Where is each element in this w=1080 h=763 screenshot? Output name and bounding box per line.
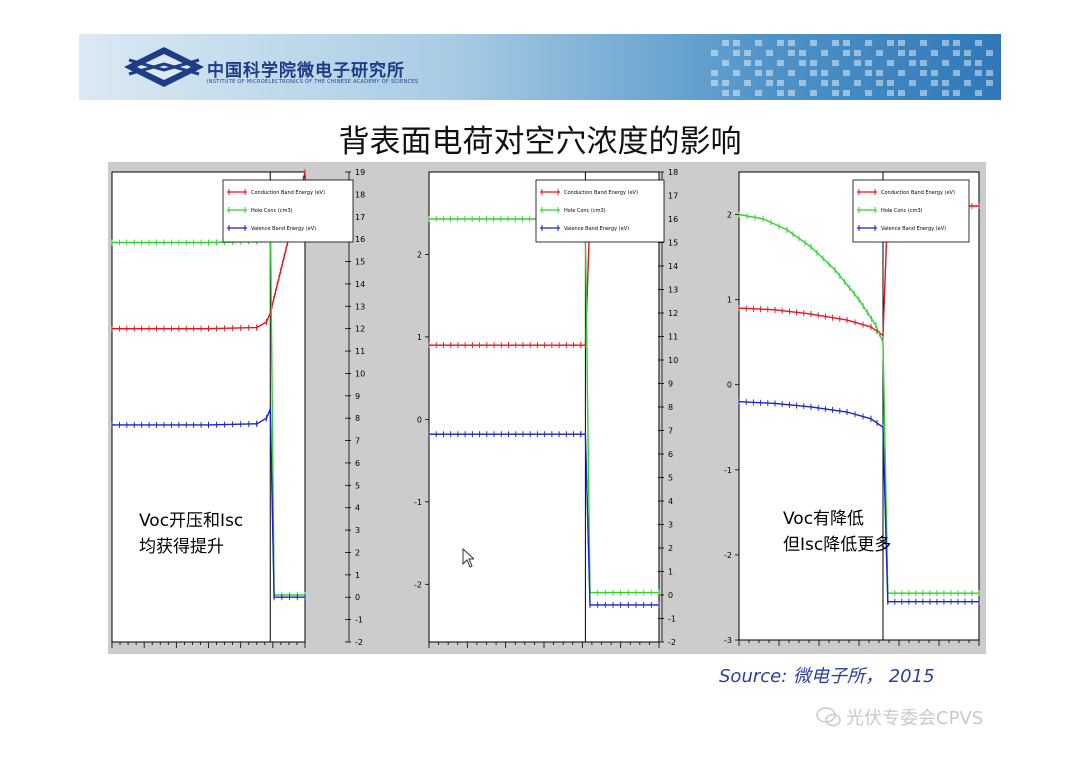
legend-label: Hole Conc (cm3): [564, 208, 606, 214]
right-tick-label: 13: [668, 286, 678, 295]
right-tick-label: 7: [668, 427, 673, 436]
left-tick-label: 2: [417, 250, 422, 259]
right-tick-label: 10: [355, 369, 365, 378]
right-tick-label: -1: [355, 616, 363, 625]
right-tick-label: 6: [355, 459, 360, 468]
org-name-en: INSTITUTE OF MICROELECTRONICS OF THE CHI…: [207, 79, 419, 85]
chart-panel-2: -2 -1 0 1 2 -2 -1 0 1 2 3 4 5 6 7 8 9 10 11 12 13 14 15 16 17 18 C…: [382, 162, 686, 654]
left-tick-label: -1: [724, 466, 732, 475]
right-tick-label: 19: [355, 168, 365, 177]
right-tick-label: 9: [668, 380, 673, 389]
right-tick-label: 7: [355, 437, 360, 446]
legend: Conduction Band Energy (eV) Hole Conc (cm…: [535, 179, 665, 243]
note-left: Voc开压和Isc 均获得提升: [139, 511, 244, 557]
left-tick-label: -2: [414, 580, 422, 589]
right-tick-label: 5: [355, 481, 360, 490]
right-tick-label: 1: [668, 568, 673, 577]
plot-area: [739, 172, 979, 640]
right-tick-label: 2: [355, 548, 360, 557]
right-tick-label: 11: [355, 347, 365, 356]
right-tick-label: 4: [668, 497, 673, 506]
left-tick-label: 1: [727, 296, 732, 305]
right-tick-label: 14: [668, 262, 678, 271]
right-tick-label: 0: [668, 591, 673, 600]
right-tick-label: 4: [355, 504, 360, 513]
series-line-2: [738, 213, 979, 594]
legend-box: [535, 179, 665, 243]
left-tick-label: -1: [414, 498, 422, 507]
series-line-1: [112, 171, 306, 330]
chart-panel-3: -3 -2 -1 0 1 2 Conduction Band Energy (eV) Hole…: [692, 162, 986, 654]
wechat-icon: [816, 707, 841, 727]
right-tick-label: 16: [355, 235, 365, 244]
legend: Conduction Band Energy (eV) Hole Conc (cm…: [222, 179, 354, 243]
right-tick-label: -2: [668, 638, 676, 647]
mouse-pointer-icon: [462, 548, 474, 568]
right-tick-label: 3: [355, 526, 360, 535]
slide-title: 背表面电荷对空穴浓度的影响: [338, 124, 742, 160]
legend-label: Conduction Band Energy (eV): [881, 190, 955, 196]
chart-3: -3 -2 -1 0 1 2 Conduction Band Energy (eV) Hole…: [724, 171, 980, 646]
right-tick-label: 1: [355, 571, 360, 580]
right-tick-label: 18: [355, 190, 365, 199]
chart-panel-1: -2 -1 0 1 2 3 4 5 6 7 8 9 10 11 12 13 14 15 16 17 18 19 Conduc…: [108, 162, 378, 654]
legend-label: Valence Band Energy (eV): [251, 226, 316, 232]
right-tick-label: 0: [355, 593, 360, 602]
world-map-decoration: [711, 40, 993, 96]
left-tick-label: -3: [724, 636, 732, 645]
right-tick-label: -1: [668, 615, 676, 624]
right-tick-label: 17: [355, 213, 365, 222]
figure: -2 -1 0 1 2 3 4 5 6 7 8 9 10 11 12 13 14 15 16 17 18 19 Conduc…: [108, 162, 986, 654]
chart-1: -2-1012345678910111213141516171819Conduc…: [111, 168, 365, 648]
right-tick-label: 6: [668, 450, 673, 459]
right-tick-label: 12: [355, 325, 365, 334]
left-tick-label: 0: [727, 381, 732, 390]
legend-label: Valence Band Energy (eV): [881, 226, 946, 232]
right-tick-label: 8: [668, 403, 673, 412]
legend-box: [852, 179, 970, 243]
org-name-cn: 中国科学院微电子研究所: [207, 61, 405, 81]
right-tick-label: 18: [668, 168, 678, 177]
right-tick-label: 14: [355, 280, 365, 289]
right-tick-label: 16: [668, 215, 678, 224]
right-tick-label: 5: [668, 474, 673, 483]
left-tick-label: 1: [417, 333, 422, 342]
right-tick-label: 11: [668, 333, 678, 342]
legend-label: Conduction Band Energy (eV): [251, 190, 325, 196]
right-tick-label: 2: [668, 544, 673, 553]
legend-label: Hole Conc (cm3): [251, 208, 293, 214]
legend-label: Valence Band Energy (eV): [564, 226, 629, 232]
right-tick-label: 12: [668, 309, 678, 318]
right-tick-label: -2: [355, 638, 363, 647]
note-right: Voc有降低 但Isc降低更多: [783, 509, 892, 555]
right-tick-label: 13: [355, 302, 365, 311]
ime-cas-logo-icon: [124, 47, 204, 87]
right-tick-label: 10: [668, 356, 678, 365]
right-tick-label: 17: [668, 192, 678, 201]
right-tick-label: 8: [355, 414, 360, 423]
left-tick-label: -2: [724, 551, 732, 560]
right-tick-label: 3: [668, 521, 673, 530]
right-tick-label: 15: [355, 258, 365, 267]
right-tick-label: 15: [668, 239, 678, 248]
right-tick-label: 9: [355, 392, 360, 401]
chart-2: -2-1012-2-10123456789101112131415161718C…: [414, 168, 678, 648]
legend-label: Conduction Band Energy (eV): [564, 190, 638, 196]
left-tick-label: 2: [727, 211, 732, 220]
legend: Conduction Band Energy (eV) Hole Conc (cm…: [852, 179, 970, 243]
plot-area: [429, 172, 659, 642]
legend-label: Hole Conc (cm3): [881, 208, 923, 214]
header-banner: 中国科学院微电子研究所 INSTITUTE OF MICROELECTRONIC…: [79, 34, 1001, 100]
watermark: 光伏专委会CPVS: [846, 708, 984, 729]
source-caption: Source: 微电子所， 2015: [719, 666, 935, 687]
left-tick-label: 0: [417, 415, 422, 424]
